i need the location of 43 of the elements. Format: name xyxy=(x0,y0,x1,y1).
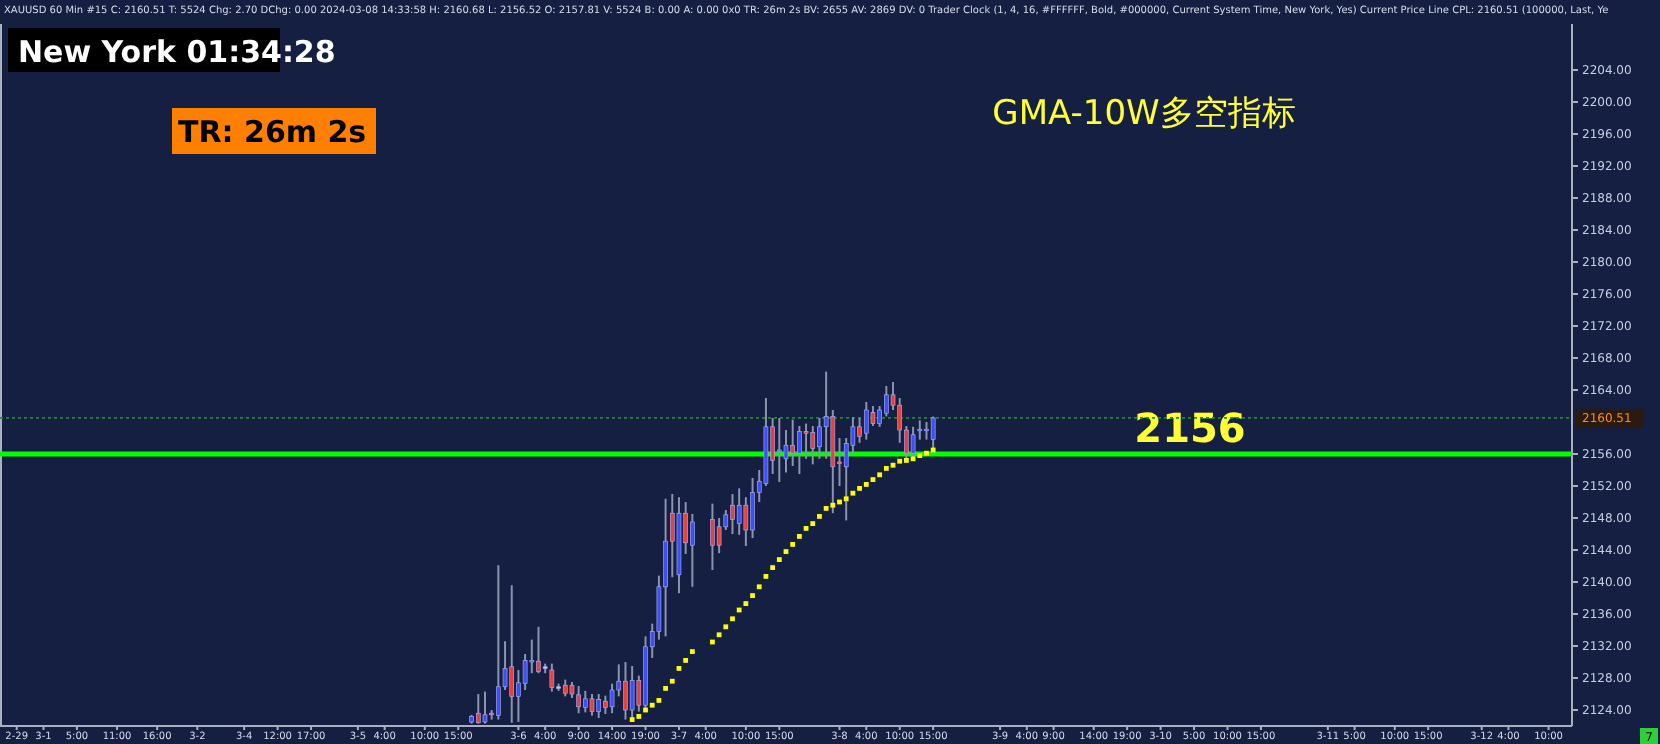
point xyxy=(850,490,856,496)
point xyxy=(830,502,836,508)
candlestick xyxy=(509,584,515,724)
point xyxy=(897,458,903,464)
candlestick xyxy=(810,425,816,466)
annotation: New York 01:34:28 xyxy=(18,34,336,70)
candlestick xyxy=(496,564,501,721)
point xyxy=(877,472,883,478)
candlestick xyxy=(596,693,602,719)
point xyxy=(716,632,722,638)
ref-line-label: 2156 xyxy=(1134,404,1246,452)
candlestick xyxy=(797,425,802,475)
point xyxy=(649,702,655,708)
candlestick xyxy=(750,477,755,539)
point xyxy=(756,584,762,590)
candlestick xyxy=(475,693,481,725)
candlestick xyxy=(469,716,474,723)
text: GMA-10W多空指标 xyxy=(992,94,1296,134)
candlestick xyxy=(589,693,595,717)
candlestick xyxy=(736,487,742,536)
candlestick xyxy=(924,421,929,441)
candlestick xyxy=(863,401,869,441)
candlestick xyxy=(803,422,809,460)
candlestick xyxy=(663,497,668,638)
point xyxy=(843,496,849,502)
annotation: TR: 26m 2s xyxy=(178,114,367,150)
candlestick xyxy=(743,496,749,547)
candlestick xyxy=(623,661,628,721)
candlestick xyxy=(730,493,735,535)
candlestick xyxy=(583,689,588,714)
point xyxy=(723,624,729,630)
point xyxy=(669,678,675,684)
candlestick xyxy=(549,662,555,693)
candlestick xyxy=(629,665,635,723)
candlestick xyxy=(576,685,581,715)
candlestick xyxy=(870,405,876,427)
candlestick xyxy=(716,517,722,555)
candlestick xyxy=(823,370,829,460)
candlestick xyxy=(790,418,795,467)
candlestick xyxy=(482,690,488,725)
candlestick xyxy=(777,417,782,483)
candlestick xyxy=(536,625,541,675)
candlestick xyxy=(710,502,715,571)
